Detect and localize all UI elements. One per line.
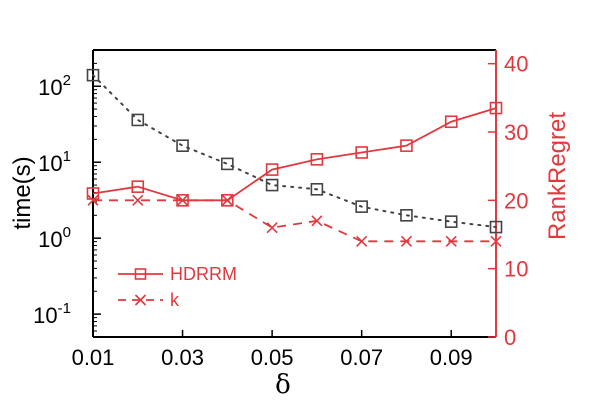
data-point-1 <box>86 187 100 200</box>
data-point-1 <box>310 153 324 166</box>
data-point-2 <box>87 194 99 206</box>
legend: HDRRM k <box>118 264 237 310</box>
legend-k-label: k <box>170 290 180 310</box>
y-left-tick-label: 101 <box>38 148 71 176</box>
y-right-tick-label: 10 <box>504 257 528 282</box>
x-tick-label: 0.05 <box>251 345 294 370</box>
series-layer <box>86 68 503 247</box>
series-line-2 <box>93 199 496 243</box>
data-point-1 <box>131 180 145 193</box>
data-point-1 <box>265 163 279 176</box>
x-axis-title: δ <box>275 370 291 400</box>
data-point-1 <box>489 101 503 115</box>
legend-hdrrm-label: HDRRM <box>170 264 237 284</box>
y-left-tick-label: 100 <box>38 224 71 252</box>
data-point-1 <box>444 115 458 129</box>
y-right-tick-label: 40 <box>504 52 528 77</box>
data-point-2 <box>490 235 502 247</box>
data-point-1 <box>400 139 413 152</box>
y-right-tick-label: 30 <box>504 120 528 145</box>
data-point-1 <box>355 146 368 159</box>
data-point-2 <box>311 215 323 227</box>
y-right-tick-label: 0 <box>504 325 516 350</box>
data-point-0 <box>265 178 279 192</box>
series-line-1 <box>92 107 497 202</box>
legend-hdrrm-marker <box>134 268 147 280</box>
y-left-tick-label: 10-1 <box>33 300 71 328</box>
data-point-0 <box>489 220 503 234</box>
data-point-2 <box>400 235 413 247</box>
plot-frame <box>92 49 497 338</box>
y-right-tick-label: 20 <box>504 188 528 213</box>
data-point-0 <box>310 182 324 196</box>
data-point-2 <box>445 235 457 247</box>
data-point-2 <box>176 194 189 206</box>
y-axis-title-left: time(s) <box>9 156 36 229</box>
data-point-0 <box>86 68 100 82</box>
x-tick-label: 0.03 <box>161 345 204 370</box>
data-point-2 <box>132 194 144 206</box>
ticks-layer: 0.01 0.03 0.05 0.07 0.0910-11001011020102030… <box>33 52 528 370</box>
data-point-0 <box>131 113 145 127</box>
y-left-tick-label: 102 <box>38 72 71 100</box>
x-tick-label: 0.07 <box>340 345 383 370</box>
data-point-0 <box>355 200 368 213</box>
data-point-2 <box>356 235 368 247</box>
series-line-0 <box>92 74 497 229</box>
x-tick-label: 0.09 <box>430 345 473 370</box>
data-point-2 <box>221 194 233 206</box>
data-point-0 <box>400 209 413 222</box>
data-point-0 <box>221 157 234 171</box>
data-point-0 <box>444 215 458 228</box>
data-point-2 <box>266 222 278 234</box>
data-point-0 <box>176 139 189 152</box>
y-axis-title-right: RankRegret <box>544 112 571 240</box>
legend-k-marker <box>134 294 147 306</box>
x-tick-label: 0.01 <box>72 345 115 370</box>
